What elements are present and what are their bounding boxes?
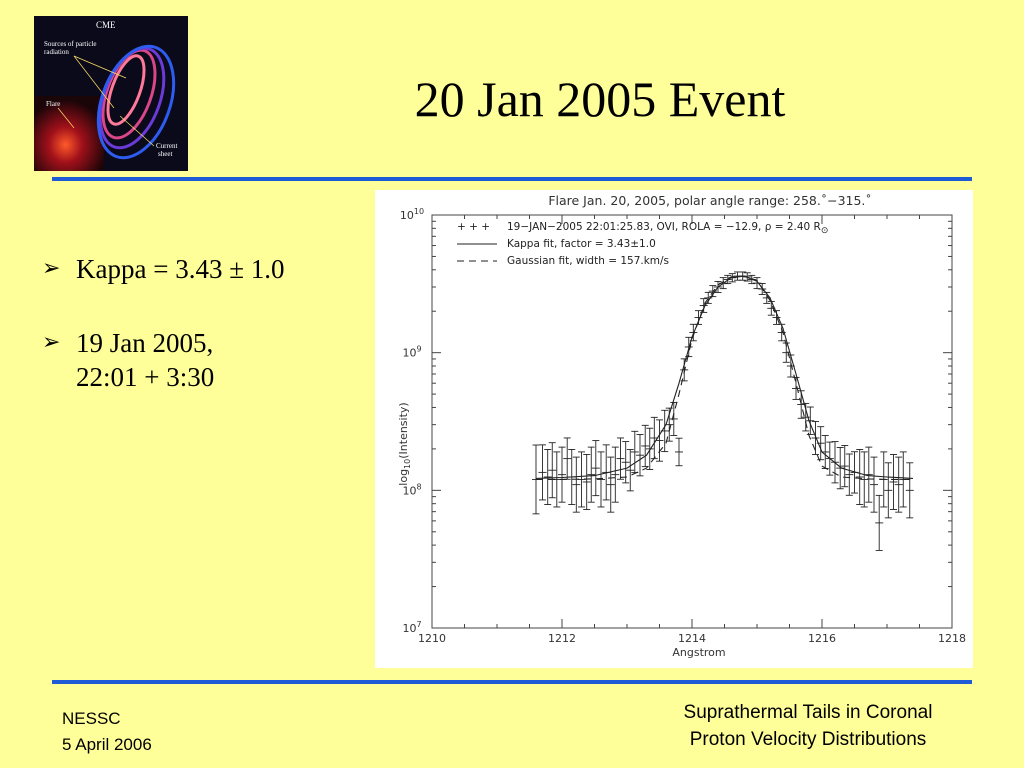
data-point: [660, 409, 669, 453]
data-point: [587, 446, 596, 503]
logo-title: CME: [96, 20, 116, 30]
data-point: [558, 446, 566, 503]
data-point: [630, 430, 639, 474]
footer-org: NESSC: [62, 709, 121, 728]
data-point: [884, 462, 893, 519]
plot-frame: [431, 214, 953, 629]
data-point: [538, 444, 547, 501]
bottom-divider: [52, 680, 972, 684]
data-point: [577, 451, 586, 508]
chart-title: Flare Jan. 20, 2005, polar angle range: …: [548, 193, 871, 208]
data-point: [563, 437, 572, 480]
arrow-bullet-icon: ➢: [42, 330, 61, 355]
data-point: [669, 401, 678, 436]
legend-marker: + + +: [457, 221, 490, 233]
data-point: [591, 440, 600, 497]
footer-left: NESSC 5 April 2006: [62, 706, 152, 758]
data-point: [845, 453, 854, 496]
bullet-kappa-text: Kappa = 3.43 ± 1.0: [76, 254, 285, 284]
data-point: [806, 406, 815, 436]
chart-axes: 1210 1212 1214 1216 1218 1010 109 108 107: [400, 207, 966, 645]
data-point: [548, 442, 557, 499]
y-axis-label: log10(Intensity): [397, 402, 412, 485]
y-tick-label: 109: [402, 345, 421, 360]
data-point: [840, 444, 849, 488]
bullet-list: ➢ Kappa = 3.43 ± 1.0 ➢ 19 Jan 2005, 22:0…: [42, 252, 285, 394]
chart-legend: + + + 19−JAN−2005 22:01:25.83, OVI, ROLA …: [457, 221, 828, 267]
data-point: [582, 453, 591, 510]
chart-marks: [532, 271, 914, 551]
data-point: [870, 456, 878, 513]
y-tick-label: 1010: [400, 207, 424, 222]
y-tick-label: 108: [402, 482, 421, 497]
data-point: [889, 453, 898, 510]
kappa-fit-line: [535, 275, 914, 479]
top-divider: [52, 177, 972, 181]
data-point: [875, 494, 884, 551]
data-point: [621, 441, 630, 484]
data-point: [626, 449, 635, 492]
data-point: [616, 437, 625, 480]
legend-entry: Kappa fit, factor = 3.43±1.0: [507, 238, 656, 250]
cme-diagram-logo: CME Sources of particle radiation Flare …: [34, 16, 188, 171]
spectrum-chart-svg: Flare Jan. 20, 2005, polar angle range: …: [397, 193, 966, 659]
arrow-bullet-icon: ➢: [42, 256, 61, 281]
x-tick-label: 1212: [548, 632, 576, 645]
data-point: [811, 421, 820, 455]
data-point: [597, 451, 605, 508]
footer-topic-line2: Proton Velocity Distributions: [689, 729, 927, 750]
footer-date: 5 April 2006: [62, 735, 152, 754]
x-tick-label: 1214: [678, 632, 706, 645]
data-point: [611, 446, 620, 503]
bullet-kappa: ➢ Kappa = 3.43 ± 1.0: [42, 252, 285, 286]
bullet-date-line2: 22:01 + 3:30: [76, 362, 215, 392]
data-point: [855, 449, 864, 505]
spectrum-chart: Flare Jan. 20, 2005, polar angle range: …: [375, 190, 973, 668]
data-point: [675, 437, 683, 467]
data-point: [894, 456, 903, 513]
y-tick-label: 107: [402, 620, 421, 635]
footer-topic-line1: Suprathermal Tails in Coronal: [683, 702, 933, 723]
gaussian-fit-line: [536, 275, 913, 480]
logo-label-flare: Flare: [46, 100, 60, 108]
data-point: [606, 456, 615, 513]
logo-label-current: Current: [156, 142, 177, 150]
x-tick-label: 1216: [808, 632, 836, 645]
x-tick-label: 1218: [938, 632, 966, 645]
logo-label-sheet: sheet: [158, 150, 172, 158]
data-point: [543, 449, 552, 505]
legend-entry: 19−JAN−2005 22:01:25.83, OVI, ROLA = −12…: [507, 221, 828, 236]
x-axis-label: Angstrom: [672, 646, 725, 659]
data-point: [905, 462, 914, 519]
data-point: [572, 456, 581, 513]
data-point: [860, 451, 869, 508]
legend-entry: Gaussian fit, width = 157.km/s: [507, 255, 669, 267]
slide-title: 20 Jan 2005 Event: [414, 71, 786, 127]
logo-label-radiation: radiation: [44, 48, 69, 56]
data-point: [655, 419, 664, 462]
data-point: [816, 426, 825, 461]
x-tick-label: 1210: [418, 632, 446, 645]
bullet-date-line1: 19 Jan 2005,: [76, 328, 214, 358]
logo-label-sources: Sources of particle: [44, 40, 96, 48]
footer-right: Suprathermal Tails in Coronal Proton Vel…: [628, 699, 988, 753]
data-point: [641, 424, 650, 468]
data-point: [792, 376, 800, 400]
bullet-date: ➢ 19 Jan 2005, 22:01 + 3:30: [42, 326, 285, 394]
data-point: [645, 427, 654, 470]
data-point: [636, 434, 644, 477]
